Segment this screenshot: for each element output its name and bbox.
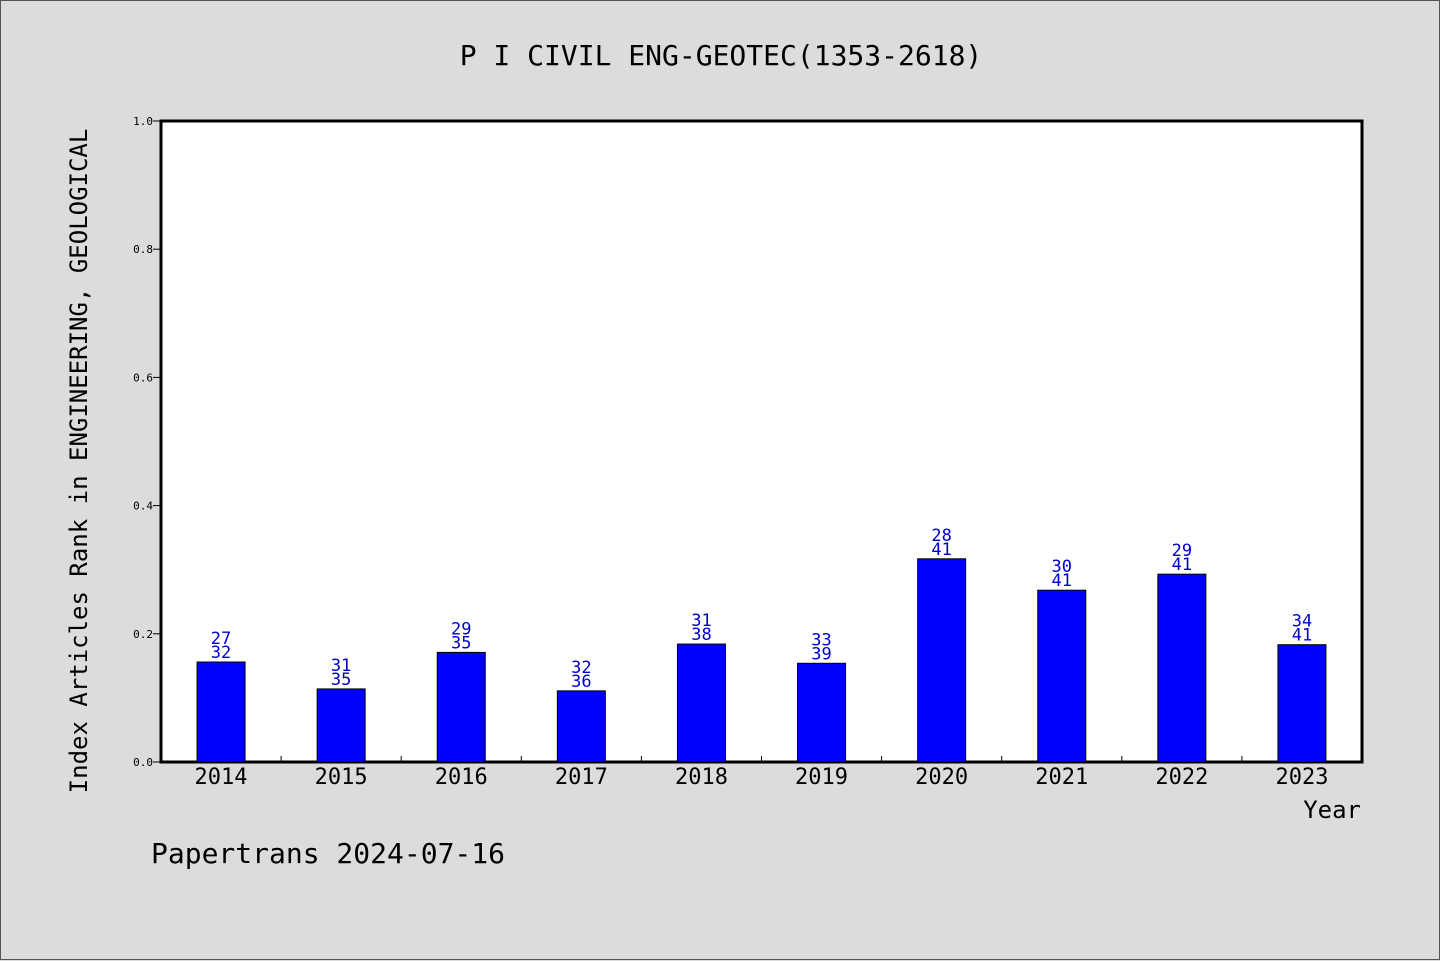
x-tick-label: 2014: [195, 765, 248, 790]
x-tick-label: 2022: [1155, 765, 1208, 790]
bar-data-label: 41: [1172, 555, 1192, 575]
bar: [1037, 589, 1087, 763]
y-tick-label: 1.0: [133, 115, 153, 128]
x-tick-label: 2019: [795, 765, 848, 790]
bar: [676, 643, 726, 763]
bar-data-label: 38: [691, 625, 711, 645]
bar: [797, 662, 847, 763]
bar-data-label: 27: [211, 629, 231, 649]
x-tick-label: 2018: [675, 765, 728, 790]
bar: [556, 690, 606, 763]
y-axis: 0.0 0.2 0.4 0.6 0.8 1.0: [133, 115, 161, 769]
x-tick-label: 2021: [1035, 765, 1088, 790]
bar-data-label: 39: [811, 644, 831, 664]
bar-data-label: 29: [451, 619, 471, 639]
bar: [917, 558, 967, 763]
bar-data-label: 29: [1172, 541, 1192, 561]
bar: [1277, 644, 1327, 763]
x-tick-label: 2017: [555, 765, 608, 790]
y-tick-label: 0.2: [133, 628, 153, 641]
bar-data-label: 41: [1052, 571, 1072, 591]
bar-data-label: 34: [1292, 612, 1312, 632]
x-tick-label: 2023: [1275, 765, 1328, 790]
bar-data-label: 35: [451, 633, 471, 653]
x-tick-label: 2015: [315, 765, 368, 790]
bar-data-label: 30: [1052, 557, 1072, 577]
y-axis-title: Index Articles Rank in ENGINEERING, GEOL…: [65, 129, 93, 794]
bar: [1157, 573, 1207, 763]
x-tick-label: 2020: [915, 765, 968, 790]
bar: [196, 661, 246, 763]
x-tick-label: 2016: [435, 765, 488, 790]
y-tick-label: 0.4: [133, 500, 153, 513]
bar-data-label: 31: [331, 656, 351, 676]
footer-note: Papertrans 2024-07-16: [151, 837, 505, 870]
chart-title: P I CIVIL ENG-GEOTEC(1353-2618): [460, 39, 983, 72]
bar: [436, 651, 486, 763]
bar-data-label: 36: [571, 672, 591, 692]
bar-data-label: 35: [331, 670, 351, 690]
bar-data-label: 32: [211, 643, 231, 663]
bar-data-label: 31: [691, 611, 711, 631]
bar-data-label: 28: [931, 526, 951, 546]
y-tick-label: 0.6: [133, 371, 153, 384]
x-axis: 2014 2015 2016 2017 2018 2019 2020 2021 2022 2023: [195, 756, 1328, 790]
x-axis-title: Year: [1303, 796, 1361, 824]
bar-data-label: 41: [931, 540, 951, 560]
bar-data-label: 32: [571, 658, 591, 678]
bar-data-label: 33: [811, 630, 831, 650]
y-tick-label: 0.8: [133, 243, 153, 256]
bar-data-label: 41: [1292, 626, 1312, 646]
bar: [316, 688, 366, 763]
y-tick-label: 0.0: [133, 756, 153, 769]
